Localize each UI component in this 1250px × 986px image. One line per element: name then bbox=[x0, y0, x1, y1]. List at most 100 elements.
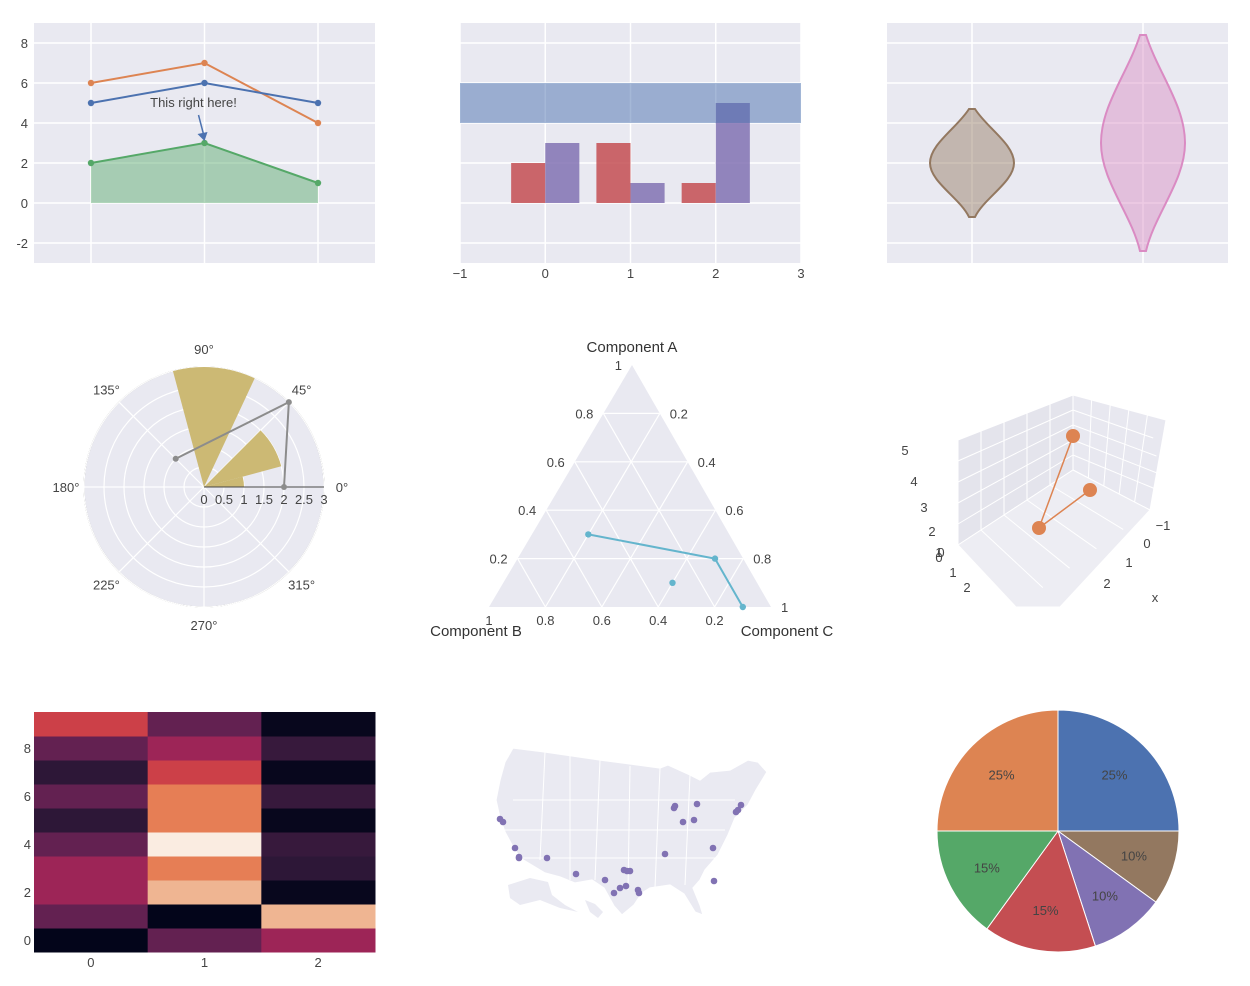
heatmap-panel: 0 1 2 0 2 4 6 8 bbox=[24, 712, 376, 970]
gridline-3d bbox=[1072, 409, 1154, 439]
polar-panel: 0 0.5 1 1.5 2 2.5 3 0° 45° 90° 135° 180° 225° 270° 315… bbox=[53, 342, 349, 633]
a-tick-label: 0.6 bbox=[547, 455, 565, 470]
z-tick-label: 0 bbox=[937, 545, 944, 560]
area-fill bbox=[91, 143, 318, 203]
polar-bar bbox=[204, 476, 244, 487]
angular-tick-label: 135° bbox=[93, 382, 120, 397]
y-tick-label: 6 bbox=[21, 76, 28, 91]
data-point bbox=[201, 59, 208, 67]
z-tick-label: 3 bbox=[920, 500, 927, 515]
slice-label: 25% bbox=[989, 768, 1015, 783]
pie-slice bbox=[936, 830, 1059, 930]
polar-bar bbox=[204, 430, 282, 487]
angular-gridline bbox=[118, 401, 205, 488]
annotation-arrowhead bbox=[197, 132, 208, 141]
y-tick-label: -2 bbox=[16, 236, 28, 251]
state-border bbox=[594, 759, 601, 881]
heatmap-cell bbox=[261, 784, 376, 809]
violin-panel bbox=[887, 23, 1228, 263]
slice-label: 10% bbox=[1092, 889, 1118, 904]
x-tick-label: 2 bbox=[315, 955, 322, 970]
gridline-3d bbox=[1134, 414, 1148, 503]
scene3d-marker bbox=[1032, 521, 1046, 535]
map-marker bbox=[572, 870, 580, 878]
ternary-point bbox=[711, 555, 719, 562]
polar-point bbox=[281, 484, 287, 490]
map-panel bbox=[495, 747, 768, 918]
violin-shape bbox=[928, 108, 1016, 218]
pie-slice bbox=[1057, 709, 1180, 832]
map-marker bbox=[661, 850, 669, 858]
x-axis-title: x bbox=[1152, 590, 1159, 605]
z-tick-label: 1 bbox=[935, 545, 942, 560]
map-marker bbox=[515, 853, 523, 861]
gridline-3d bbox=[980, 529, 1044, 588]
bar bbox=[681, 183, 716, 203]
map-marker bbox=[620, 866, 628, 874]
angular-tick-label: 180° bbox=[53, 480, 80, 495]
gridline-3d bbox=[1026, 499, 1097, 550]
ternary-gridline bbox=[544, 413, 661, 608]
scene3d-marker bbox=[1066, 429, 1080, 443]
y-tick-label: 4 bbox=[21, 116, 28, 131]
c-tick-label: 0.4 bbox=[698, 455, 716, 470]
heatmap-cell bbox=[34, 856, 149, 881]
x-tick-label: 1 bbox=[1125, 555, 1132, 570]
data-point bbox=[314, 119, 322, 127]
map-marker bbox=[610, 889, 618, 897]
pie-panel: 25% 10% 10% 15% 15% 25% bbox=[936, 709, 1180, 953]
y-tick-label: 0 bbox=[935, 550, 942, 565]
heatmap-cell bbox=[147, 928, 262, 953]
c-tick-label: 0.6 bbox=[725, 503, 743, 518]
c-tick-label: 1 bbox=[781, 600, 788, 615]
axis-title-c: Component C bbox=[741, 623, 834, 640]
heatmap-cell bbox=[147, 880, 262, 905]
state-border bbox=[539, 751, 546, 861]
heatmap-cell bbox=[147, 832, 262, 857]
x-tick-label: −1 bbox=[1156, 518, 1171, 533]
line-chart-panel: -2 0 2 4 6 8 This right here! bbox=[16, 23, 375, 263]
plot-background bbox=[887, 23, 1228, 263]
x-tick-label: 0 bbox=[1143, 536, 1150, 551]
gridline-3d bbox=[957, 409, 1074, 462]
data-point bbox=[314, 179, 322, 187]
x-tick-label: 1 bbox=[627, 266, 634, 281]
bar-chart-panel: −1 0 1 2 3 bbox=[453, 23, 805, 281]
radial-tick-label: 0.5 bbox=[215, 492, 233, 507]
bar bbox=[630, 183, 665, 203]
heatmap-cell bbox=[147, 736, 262, 761]
map-marker bbox=[693, 800, 701, 808]
map-marker bbox=[499, 818, 507, 826]
gridline-3d bbox=[1072, 454, 1163, 493]
x-tick-label: 0 bbox=[87, 955, 94, 970]
heatmap-cell bbox=[34, 808, 149, 833]
gridline-3d bbox=[957, 424, 1074, 483]
y-tick-label: 2 bbox=[21, 156, 28, 171]
ternary-background bbox=[489, 365, 771, 607]
map-marker bbox=[616, 884, 624, 892]
map-marker bbox=[710, 877, 718, 885]
heatmap-cell bbox=[34, 928, 149, 953]
y-tick-label: 0 bbox=[21, 196, 28, 211]
ternary-point bbox=[585, 531, 592, 538]
ternary-point bbox=[669, 579, 676, 586]
b-tick-label: 0.2 bbox=[706, 613, 724, 628]
z-tick-label: 4 bbox=[910, 474, 917, 489]
y-tick-label: 8 bbox=[24, 741, 31, 756]
x-tick-label: −1 bbox=[453, 266, 468, 281]
a-tick-label: 0.8 bbox=[575, 406, 593, 421]
data-point bbox=[201, 139, 208, 147]
map-marker bbox=[671, 802, 679, 810]
map-marker bbox=[734, 806, 742, 814]
angular-gridline bbox=[203, 486, 290, 573]
heatmap-cell bbox=[261, 736, 376, 761]
y-tick-label: 1 bbox=[949, 565, 956, 580]
map-marker bbox=[690, 816, 698, 824]
bar bbox=[545, 143, 580, 203]
gridline-3d bbox=[1049, 484, 1124, 530]
pie-slice bbox=[936, 709, 1059, 832]
heatmap-cell bbox=[261, 808, 376, 833]
violin-shape bbox=[1099, 34, 1187, 252]
angular-tick-label: 270° bbox=[191, 618, 218, 633]
